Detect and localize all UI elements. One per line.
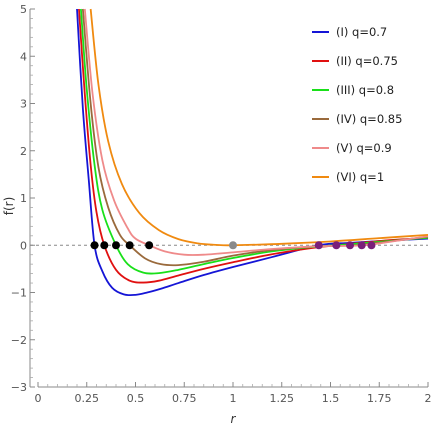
y-tick-label: 0 (20, 239, 27, 252)
x-tick-label: 0.25 (75, 392, 100, 405)
horizon-point (125, 241, 134, 250)
legend-label: (III) q=0.8 (336, 83, 394, 97)
legend-label: (IV) q=0.85 (336, 112, 402, 126)
horizon-point (314, 241, 323, 250)
horizon-point (100, 241, 109, 250)
series-lines (76, 8, 429, 297)
horizon-point (367, 241, 376, 250)
legend: (I) q=0.7 (II) q=0.75 (III) q=0.8 (IV) q=0.… (312, 25, 402, 184)
horizon-point (357, 241, 366, 250)
horizon-point (229, 241, 237, 250)
x-tick-label: 1.5 (322, 392, 340, 405)
x-axis-title: r (231, 412, 237, 426)
y-tick-label: 3 (20, 98, 27, 111)
y-tick-label: −2 (11, 334, 27, 347)
horizon-point (332, 241, 341, 250)
y-tick-label: 2 (20, 145, 27, 158)
legend-label: (I) q=0.7 (336, 25, 387, 39)
series-line-6 (89, 8, 429, 247)
y-tick-label: −1 (11, 287, 27, 300)
series-line-5 (83, 8, 429, 256)
x-tick-label: 1 (230, 392, 237, 405)
y-tick-label: −3 (11, 381, 27, 394)
x-tick-label: 0.5 (127, 392, 145, 405)
legend-label: (V) q=0.9 (336, 141, 392, 155)
horizon-point (145, 241, 154, 250)
y-tick-label: 4 (20, 50, 27, 63)
legend-label: (VI) q=1 (336, 170, 384, 184)
horizon-point (346, 241, 354, 250)
x-tick-label: 2 (425, 392, 432, 405)
x-tick-label: 0.75 (172, 392, 197, 405)
horizon-point (90, 241, 99, 250)
y-tick-label: 1 (20, 192, 27, 205)
y-tick-label: 5 (20, 3, 27, 16)
x-tick-label: 0 (35, 392, 42, 405)
horizon-point (112, 241, 120, 250)
legend-label: (II) q=0.75 (336, 54, 398, 68)
series-line-4 (81, 8, 429, 267)
horizon-points (90, 241, 376, 250)
x-tick-label: 1.25 (270, 392, 295, 405)
y-axis-title: f(r) (2, 197, 16, 216)
x-tick-label: 1.75 (367, 392, 392, 405)
